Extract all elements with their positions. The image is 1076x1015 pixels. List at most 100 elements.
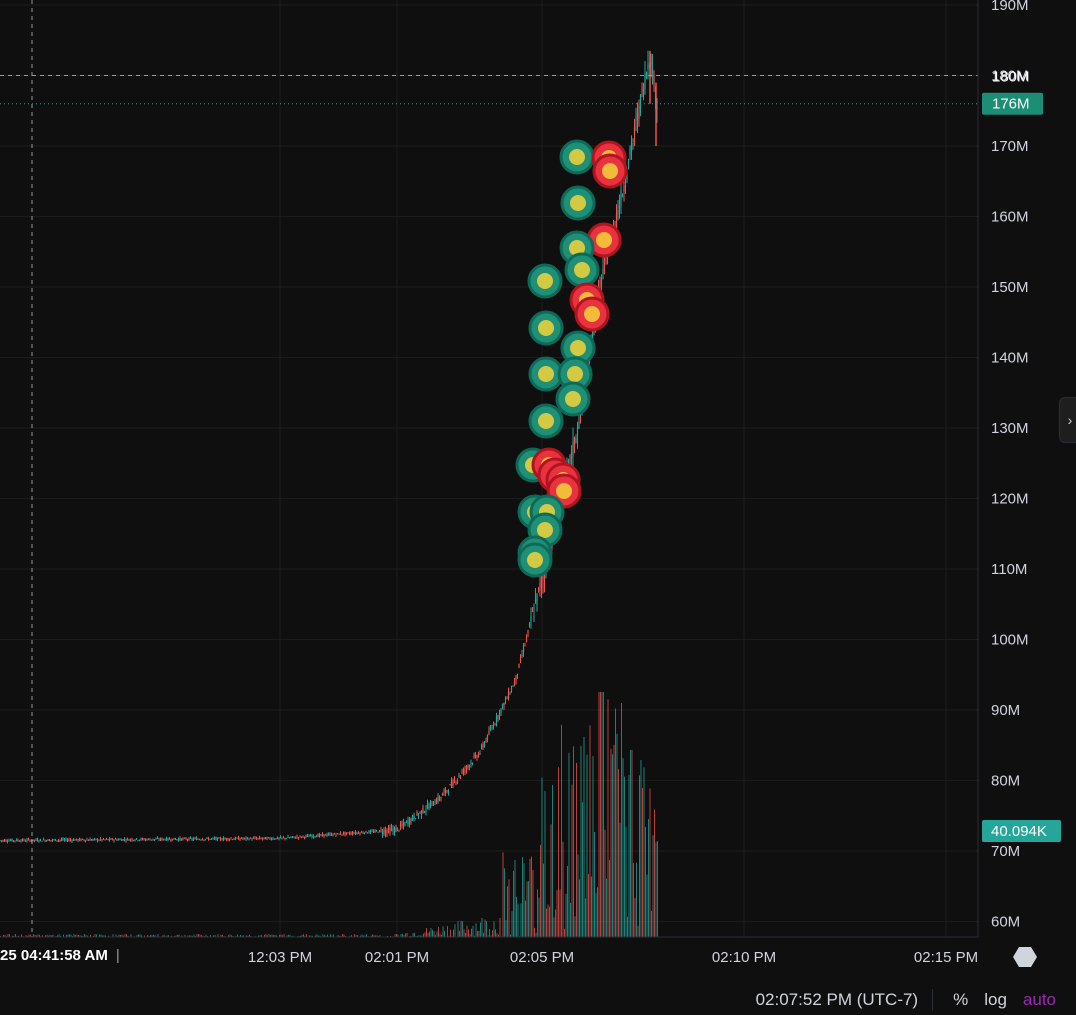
candle-body xyxy=(621,195,624,197)
volume-bar xyxy=(231,935,232,937)
candle-body xyxy=(405,820,408,822)
log-scale-button[interactable]: log xyxy=(984,989,1007,1009)
candle-body xyxy=(444,788,447,793)
candle-body xyxy=(78,838,81,841)
volume-bar xyxy=(543,863,544,937)
candle-body xyxy=(537,587,540,589)
candle-body xyxy=(246,837,249,839)
candle-body xyxy=(641,89,643,91)
candle-body xyxy=(282,837,285,839)
candle-body xyxy=(473,756,475,758)
volume-bar xyxy=(343,934,345,937)
y-tick-label: 150M xyxy=(991,279,1029,296)
candle-body xyxy=(312,834,315,837)
auto-scale-button[interactable]: auto xyxy=(1022,989,1056,1009)
candle-body xyxy=(489,729,492,731)
volume-bar xyxy=(499,917,501,937)
volume-bar xyxy=(622,758,624,937)
candle-body xyxy=(267,837,270,839)
volume-bar xyxy=(187,935,189,937)
candle-body xyxy=(329,833,331,835)
candle-body xyxy=(243,837,246,839)
volume-bar xyxy=(147,935,148,937)
candle-body xyxy=(486,734,489,740)
candle-body xyxy=(446,790,448,792)
price-axis[interactable]: 190M 180M 170M 160M 150M 140M 130M 120M 110M 100M… xyxy=(977,0,1029,937)
volume-bar xyxy=(582,802,583,937)
y-tick-label: 70M xyxy=(991,843,1020,860)
candle-body xyxy=(273,838,276,840)
volume-bar xyxy=(100,934,102,937)
x-tick-label: 12:03 PM xyxy=(248,949,312,966)
volume-bar xyxy=(34,934,36,937)
candle-body xyxy=(438,797,441,800)
candle-body xyxy=(521,654,523,656)
volume-bar xyxy=(373,935,375,937)
y-tick-label: 160M xyxy=(991,209,1029,226)
volume-bar xyxy=(115,934,117,937)
candle-body xyxy=(75,838,78,840)
candle-body xyxy=(81,838,84,840)
candle-body xyxy=(485,740,487,742)
candle-body xyxy=(27,839,30,841)
volume-bar xyxy=(438,926,439,937)
price-tags: 180M 176M 40.094K xyxy=(982,69,1061,842)
time-axis[interactable]: 12:03 PM 02:01 PM 02:05 PM 02:10 PM 02:15 PM xyxy=(0,936,978,966)
volume-bar xyxy=(306,934,307,937)
candle-body xyxy=(134,840,136,842)
candle-body xyxy=(29,840,31,842)
candle-body xyxy=(572,441,574,456)
marker-emoji-icon xyxy=(574,262,590,278)
volume-bar xyxy=(0,935,1,937)
candle-body xyxy=(15,839,18,841)
volume-bar xyxy=(330,934,331,937)
volume-bar xyxy=(642,787,643,937)
volume-bar xyxy=(484,919,486,937)
percent-scale-button[interactable]: % xyxy=(953,989,969,1009)
volume-bar xyxy=(435,935,436,937)
candle-body xyxy=(399,824,402,827)
volume-bar xyxy=(310,935,312,937)
candle-body xyxy=(53,839,55,841)
volume-bar xyxy=(214,935,216,937)
candle-body xyxy=(332,834,334,836)
chevron-right-icon[interactable]: › xyxy=(1059,397,1076,443)
candle-body xyxy=(9,840,12,842)
candle-body xyxy=(80,838,82,841)
volume-bar xyxy=(403,935,405,937)
volume-bar xyxy=(73,934,75,937)
hexagon-settings-icon[interactable] xyxy=(1012,944,1038,970)
candle-body xyxy=(516,673,519,675)
candle-body xyxy=(432,804,435,806)
volume-bar xyxy=(289,934,291,937)
candle-body xyxy=(42,839,45,841)
candle-body xyxy=(176,839,178,841)
candle-body xyxy=(174,838,177,840)
volume-bar xyxy=(315,935,316,937)
volume-bar xyxy=(168,935,169,937)
volume-bar xyxy=(460,920,462,937)
volume-bar xyxy=(504,868,505,937)
time-zone-clock[interactable]: 02:07:52 PM (UTC-7) xyxy=(755,989,919,1009)
candle-body xyxy=(417,814,420,816)
candle-body xyxy=(507,691,510,698)
candle-body xyxy=(105,838,108,840)
marker-emoji-icon xyxy=(538,320,554,336)
candle-body xyxy=(194,838,196,840)
volume-bar xyxy=(463,929,465,937)
candle-body xyxy=(171,838,174,841)
volume-bar xyxy=(178,934,180,937)
candle-body xyxy=(98,840,100,842)
volume-bar xyxy=(492,930,493,937)
volume-bar xyxy=(130,934,132,937)
volume-bar xyxy=(418,935,420,937)
candle-body xyxy=(68,839,70,841)
candle-body xyxy=(165,837,168,841)
candle-body xyxy=(495,716,498,722)
candle-body xyxy=(137,840,139,842)
volume-bar xyxy=(361,934,363,937)
volume-bar xyxy=(153,934,154,937)
candle-body xyxy=(108,838,111,840)
volume-bar xyxy=(123,935,124,937)
